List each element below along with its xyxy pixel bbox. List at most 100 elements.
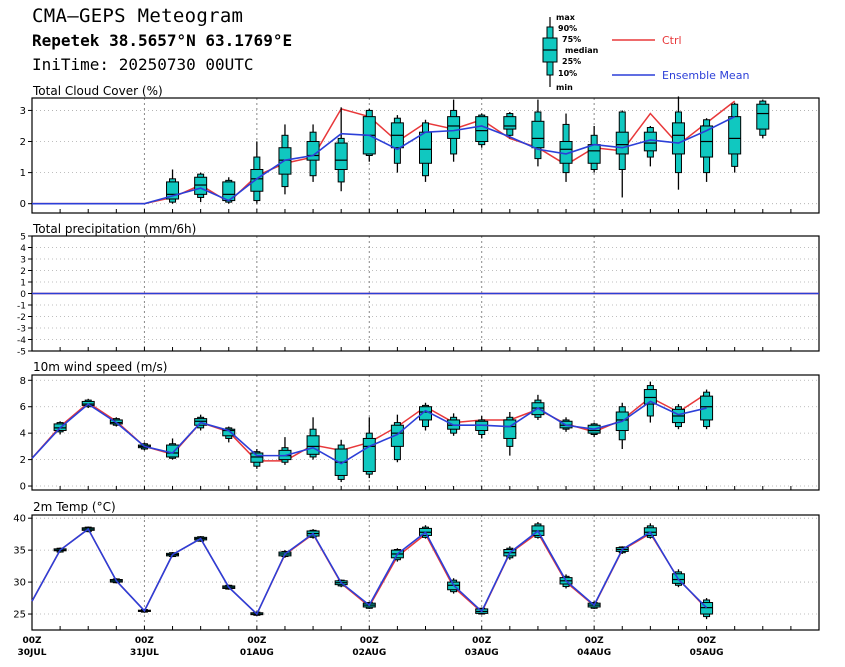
x-tick-date-label: 02AUG <box>352 648 386 658</box>
panel-temperature: 2m Temp (°C) 25 30 35 40 <box>13 500 820 631</box>
temp-y-tick-label: 35 <box>13 546 26 557</box>
box-p25-p75 <box>756 103 770 130</box>
cloud-box-plot <box>615 110 629 198</box>
location-label: Repetek 38.5657°N 63.1769°E <box>32 31 293 50</box>
wind-y-tick-label: 2 <box>20 455 26 466</box>
precip-y-tick-label: -4 <box>17 336 26 346</box>
precip-y-tick-label: 0 <box>20 290 26 300</box>
box-p25-p75 <box>447 116 461 139</box>
cloud-y-tick-label: 3 <box>20 106 26 117</box>
cloud-plot-frame <box>31 97 820 214</box>
cloud-box-plot <box>559 113 573 182</box>
precip-y-tick-label: -1 <box>17 302 26 312</box>
precip-y-tick-label: 1 <box>20 279 26 289</box>
wind-y-tick-label: 0 <box>20 482 26 493</box>
cloud-box-plot <box>334 107 348 192</box>
box-p25-p75 <box>306 141 320 161</box>
cloud-y-tick-label: 2 <box>20 137 26 148</box>
panel-body-cloud-cover: 0 1 2 3 <box>20 96 820 214</box>
panel-title-precipitation: Total precipitation (mm/6h) <box>32 222 196 236</box>
precip-y-tick-label: 3 <box>20 256 26 266</box>
panel-precipitation: Total precipitation (mm/6h) 54 32 10 -1-2 -3… <box>17 222 820 358</box>
box-p25-p75 <box>503 419 517 439</box>
box-p25-p75 <box>222 428 236 437</box>
box-p25-p75 <box>615 131 629 155</box>
cloud-box-plot <box>728 102 742 173</box>
wind-box-plot <box>419 402 432 431</box>
legend-p25-label: 25% <box>562 57 581 66</box>
box-p25-p75 <box>728 116 742 155</box>
cloud-box-plot <box>700 118 714 182</box>
box-p25-p75 <box>671 122 685 155</box>
cloud-mean-series <box>32 115 736 205</box>
box-p25-p75 <box>700 395 714 421</box>
temp-y-tick-label: 30 <box>13 578 26 589</box>
wind-y-tick-label: 4 <box>20 429 26 440</box>
temp-plot-frame <box>31 514 820 631</box>
cloud-box-plot <box>390 115 404 173</box>
wind-box-plot <box>166 438 180 460</box>
cloud-box-plot <box>222 177 236 204</box>
cloud-ctrl-series <box>32 100 736 205</box>
wind-mean-series <box>31 400 707 465</box>
precip-y-tick-label: 5 <box>20 233 26 243</box>
cloud-box-plot <box>419 119 432 182</box>
legend-max-label: max <box>556 13 576 22</box>
cloud-box-plot <box>503 111 517 139</box>
x-tick-hour-label: 00Z <box>360 636 380 646</box>
legend-box-glyph <box>542 17 558 87</box>
precip-y-tick-label: 2 <box>20 267 26 277</box>
temp-mean-series <box>31 527 708 616</box>
box-p25-p75 <box>475 116 489 143</box>
box-p25-p75 <box>587 144 601 164</box>
box-p25-p75 <box>306 435 320 455</box>
precip-y-tick-label: -2 <box>17 313 26 323</box>
wind-box-plot <box>362 417 376 479</box>
meteogram-title: CMA—GEPS Meteogram <box>32 5 244 27</box>
panel-cloud-cover: Total Cloud Cover (%) 0 1 2 3 <box>20 84 820 214</box>
legend-mean-label: Ensemble Mean <box>662 69 749 82</box>
wind-box-plot <box>306 417 320 460</box>
box-p25-p75 <box>503 116 517 130</box>
x-axis-labels: 00Z 30JUL 00Z 31JUL 00Z 01AUG 00Z 02AUG 00Z 03AUG… <box>18 636 724 658</box>
wind-y-tick-label: 6 <box>20 402 26 413</box>
cloud-y-tick-label: 1 <box>20 168 26 179</box>
x-tick-date-label: 04AUG <box>577 648 611 658</box>
x-tick-date-label: 05AUG <box>690 648 724 658</box>
wind-plot-frame <box>31 374 820 491</box>
box-p25-p75 <box>250 452 264 463</box>
legend-ctrl-label: Ctrl <box>662 34 682 47</box>
x-tick-hour-label: 00Z <box>697 636 717 646</box>
precip-y-tick-label: 4 <box>20 244 26 254</box>
precip-y-tick-label: -3 <box>17 325 26 335</box>
cloud-box-plot <box>587 125 601 173</box>
temp-y-tick-label: 40 <box>13 514 26 525</box>
box-p25-p75 <box>419 131 432 164</box>
box-p25-p75 <box>334 142 348 170</box>
x-tick-date-label: 01AUG <box>240 648 274 658</box>
wind-box-plot <box>250 449 264 469</box>
legend-p75-label: 75% <box>562 35 581 44</box>
panel-title-cloud-cover: Total Cloud Cover (%) <box>32 84 163 98</box>
precip-y-tick-label: -5 <box>17 348 26 358</box>
x-tick-hour-label: 00Z <box>135 636 155 646</box>
box-p25-p75 <box>194 176 208 195</box>
wind-box-plot <box>671 404 685 430</box>
wind-box-plot <box>390 414 404 463</box>
panel-title-temperature: 2m Temp (°C) <box>33 500 116 514</box>
box-p25-p75 <box>643 389 657 405</box>
cloud-box-plot <box>531 99 545 167</box>
legend-p10-label: 10% <box>558 69 577 78</box>
legend-p90-label: 90% <box>558 24 577 33</box>
box-p25-p75 <box>362 437 376 472</box>
panel-body-wind-speed: 0 2 4 6 8 <box>20 374 820 493</box>
panel-wind-speed: 10m wind speed (m/s) 0 2 4 6 8 <box>20 360 820 493</box>
temp-y-tick-label: 25 <box>13 610 26 621</box>
x-tick-date-label: 30JUL <box>18 648 47 658</box>
cloud-y-tick-label: 0 <box>20 199 26 210</box>
cloud-box-plot <box>250 141 264 204</box>
panel-body-precipitation: 54 32 10 -1-2 -3-4 -5 <box>17 233 820 358</box>
box-p25-p75 <box>166 444 180 458</box>
